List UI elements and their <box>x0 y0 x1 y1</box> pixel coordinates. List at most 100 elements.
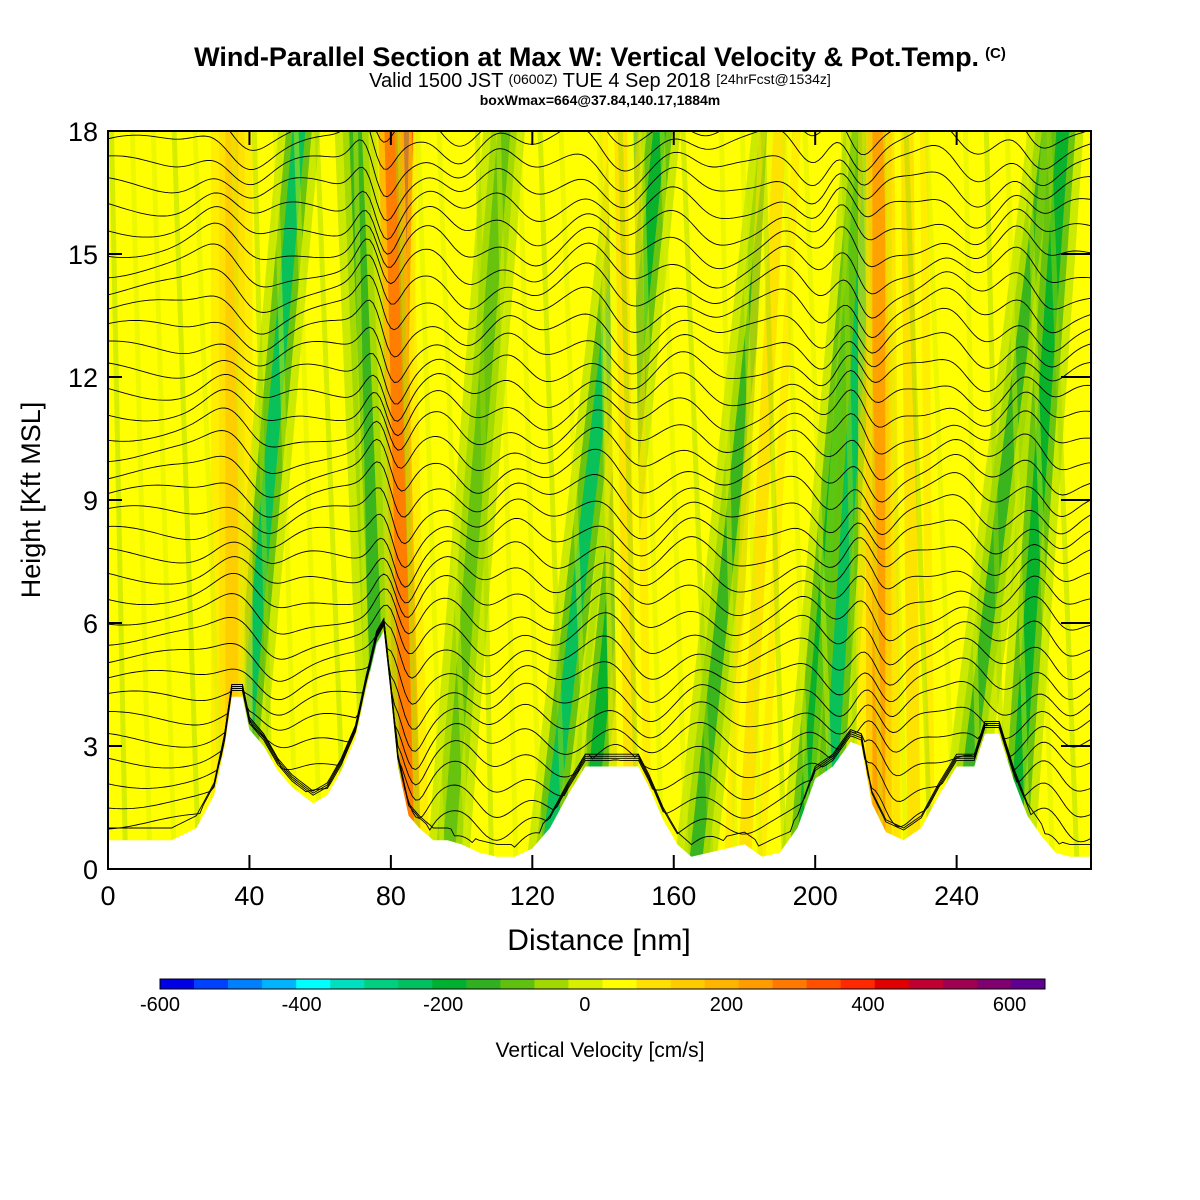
velocity-streak <box>840 131 861 869</box>
velocity-band <box>872 131 886 869</box>
velocity-streak <box>781 131 812 869</box>
valid-utc: (0600Z) <box>508 71 558 87</box>
velocity-streak <box>617 131 641 869</box>
isentrope-line <box>108 572 1091 618</box>
velocity-streak <box>171 131 202 869</box>
isentrope-line <box>108 406 1091 455</box>
isentrope-line <box>108 299 1091 358</box>
colorbar-swatch <box>432 979 467 989</box>
colorbar-label: Vertical Velocity [cm/s] <box>496 1039 705 1062</box>
isentrope-line <box>108 166 1091 222</box>
colorbar-swatch <box>160 979 195 989</box>
x-tick-label: 160 <box>651 881 696 911</box>
isentrope-line <box>108 617 1091 848</box>
colorbar-swatch <box>670 979 706 989</box>
velocity-streak <box>314 131 348 869</box>
velocity-band <box>614 131 638 869</box>
isentrope-line <box>108 588 1091 642</box>
colorbar-tick-label: 600 <box>993 994 1026 1016</box>
isentrope-line <box>108 620 1091 686</box>
isentrope-line <box>108 254 1091 319</box>
y-tick-label: 12 <box>68 363 98 393</box>
isentrope-line <box>108 623 1091 802</box>
colorbar-swatch <box>942 979 978 989</box>
isentrope-line <box>108 238 1091 295</box>
terrain-mask <box>108 631 1091 869</box>
isentrope-line <box>108 222 1091 270</box>
velocity-streak <box>760 131 787 869</box>
velocity-streak <box>1004 131 1031 869</box>
colorbar-swatch <box>840 979 876 989</box>
colorbar-swatch <box>704 979 740 989</box>
velocity-streak <box>1025 131 1056 869</box>
colorbar-swatch <box>568 979 603 989</box>
x-tick-label: 40 <box>234 881 264 911</box>
valid-date: TUE 4 Sep 2018 <box>562 70 711 92</box>
boxwmax-line: boxWmax=664@37.84,140.17,1884m <box>479 92 721 108</box>
chart-title-main: Wind-Parallel Section at Max W: Vertical… <box>194 42 980 72</box>
y-axis-label: Height [Kft MSL] <box>16 402 46 599</box>
x-tick-label: 120 <box>510 881 555 911</box>
colorbar-swatch <box>636 979 672 989</box>
isentrope-line <box>108 554 1091 604</box>
velocity-streak <box>638 131 665 869</box>
axes: 0 40 80 120 160 200 240 0 3 6 9 12 15 18 <box>68 117 1091 911</box>
velocity-streak <box>659 131 690 869</box>
valid-line: Valid 1500 JST (0600Z) TUE 4 Sep 2018 [2… <box>0 70 1200 93</box>
isentrope-line <box>108 621 1091 828</box>
colorbar-tick-label: 400 <box>851 994 884 1016</box>
colorbar-swatch <box>874 979 910 989</box>
y-tick-label: 0 <box>83 855 98 885</box>
colorbar-tick-label: -400 <box>282 994 322 1016</box>
isentrope-line <box>108 623 1091 730</box>
velocity-streak <box>251 131 275 869</box>
velocity-streak <box>558 131 592 869</box>
colorbar-frame <box>159 978 1046 990</box>
velocity-streak <box>415 131 446 869</box>
isentrope-line <box>108 274 1091 339</box>
isentrope-line <box>108 619 1091 843</box>
colorbar-swatch <box>1010 979 1046 989</box>
velocity-streak <box>739 131 763 869</box>
velocity-band <box>738 131 787 869</box>
isentrope-line <box>108 513 1091 569</box>
colorbar-swatch <box>228 979 263 989</box>
colorbar-swatch <box>296 979 331 989</box>
x-tick-label: 0 <box>100 881 115 911</box>
colorbar-swatch <box>398 979 433 989</box>
colorbar-swatch <box>602 979 638 989</box>
velocity-streak <box>436 131 470 869</box>
colorbar-swatch <box>466 979 501 989</box>
colorbar-swatch <box>908 979 944 989</box>
colorbar-swatch <box>534 979 569 989</box>
isentrope-line <box>108 487 1091 545</box>
velocity-streak <box>293 131 324 869</box>
velocity-streak <box>537 131 568 869</box>
isentrope-line <box>108 617 1091 705</box>
velocity-streak <box>394 131 421 869</box>
x-tick-label: 200 <box>793 881 838 911</box>
colorbar-swatch <box>262 979 297 989</box>
velocity-streak <box>231 131 251 869</box>
x-axis-label: Distance [nm] <box>507 924 690 957</box>
colorbar-tick-label: 0 <box>579 994 590 1016</box>
isentrope-contours <box>108 131 1091 848</box>
colorbar-swatch <box>738 979 774 989</box>
y-tick-label: 6 <box>83 609 98 639</box>
colorbar-tick-label: 200 <box>710 994 743 1016</box>
valid-prefix: Valid 1500 JST <box>369 70 503 92</box>
velocity-streak <box>150 131 177 869</box>
y-tick-label: 15 <box>68 240 98 270</box>
velocity-streak <box>597 131 617 869</box>
isentrope-line <box>108 131 1091 172</box>
x-tick-label: 240 <box>934 881 979 911</box>
isentrope-line <box>108 621 1091 752</box>
colorbar-tick-label: -200 <box>423 994 463 1016</box>
chart-title: Wind-Parallel Section at Max W: Vertical… <box>0 42 1200 73</box>
y-tick-label: 9 <box>83 486 98 516</box>
y-tick-label: 18 <box>68 117 98 147</box>
velocity-band <box>900 131 921 869</box>
colorbar-swatch <box>330 979 365 989</box>
copyright-mark: (C) <box>985 45 1006 62</box>
isentrope-line <box>108 186 1091 241</box>
